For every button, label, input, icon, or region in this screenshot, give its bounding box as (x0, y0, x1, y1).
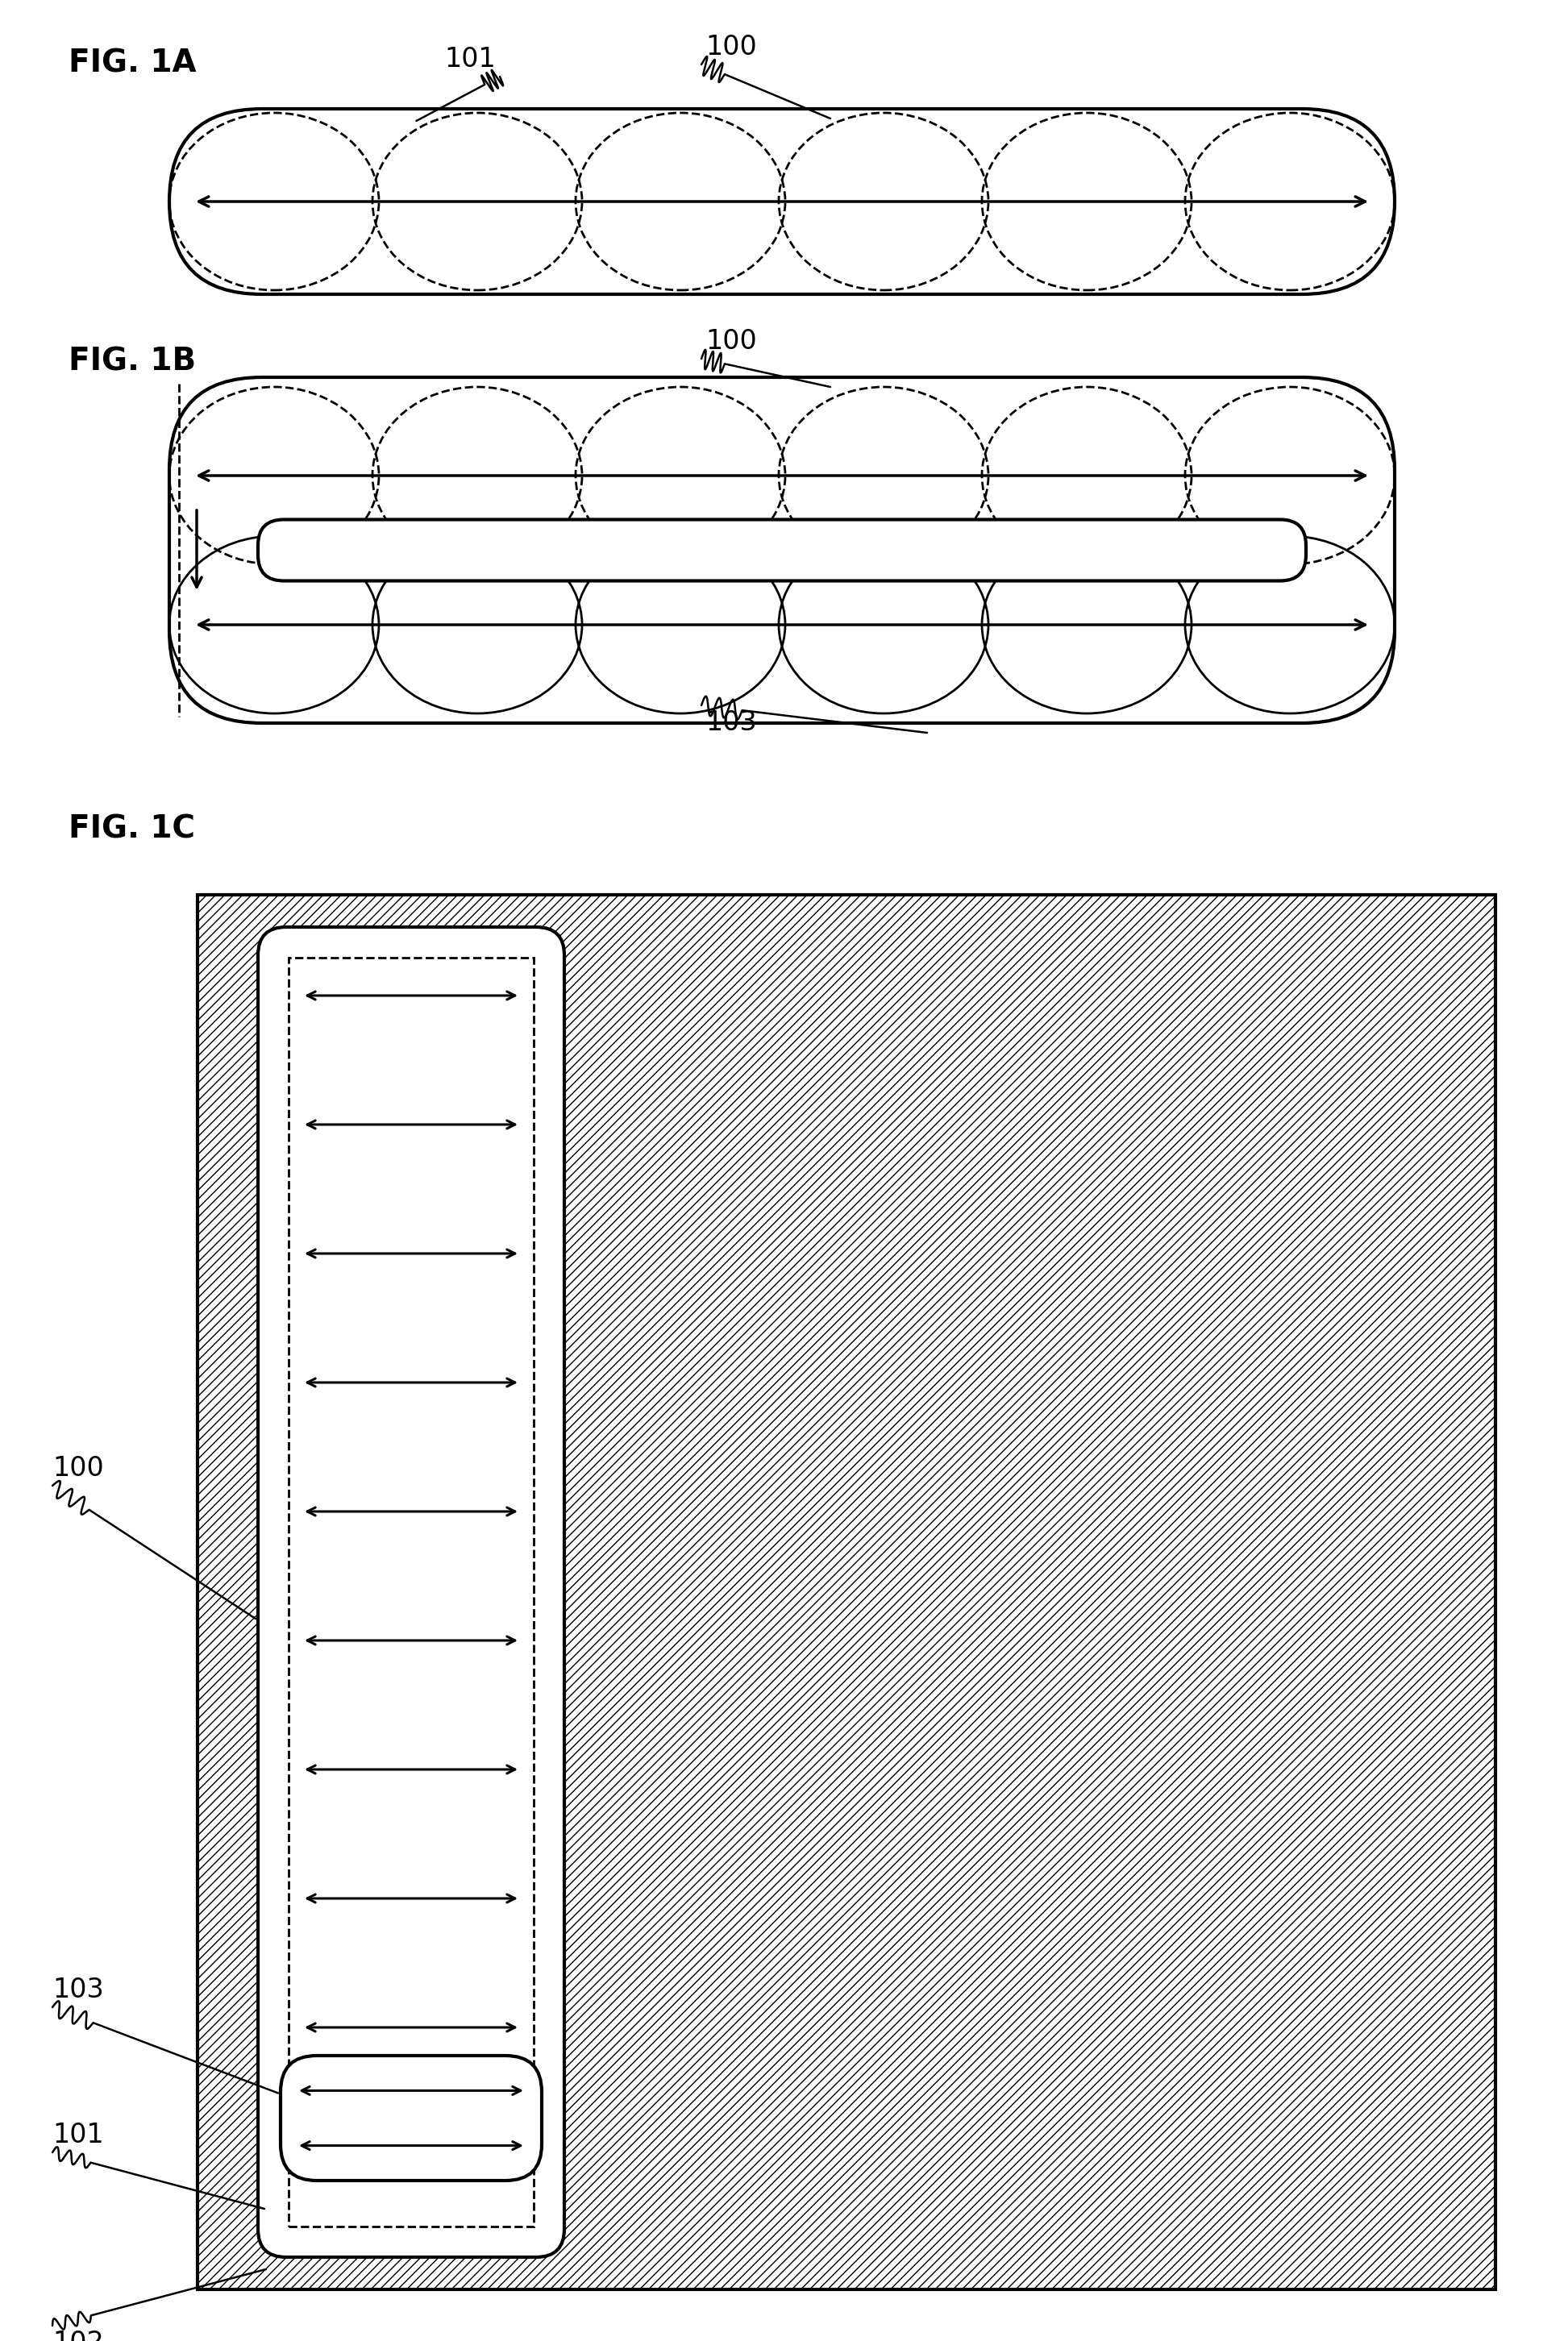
Bar (289, 957, 533, 2226)
Text: FIG. 1A: FIG. 1A (69, 49, 196, 80)
Text: 100: 100 (706, 33, 757, 61)
FancyBboxPatch shape (281, 2055, 543, 2179)
Text: 103: 103 (52, 1976, 103, 2004)
Text: 100: 100 (52, 1456, 103, 1482)
Text: 102: 102 (52, 2329, 103, 2341)
Text: 101: 101 (444, 47, 495, 73)
Bar (198, 894, 1496, 2289)
FancyBboxPatch shape (169, 108, 1394, 295)
FancyBboxPatch shape (259, 927, 564, 2257)
FancyBboxPatch shape (169, 377, 1394, 723)
Text: FIG. 1B: FIG. 1B (69, 346, 196, 377)
Text: 101: 101 (52, 2121, 103, 2149)
Text: 100: 100 (706, 328, 757, 356)
Text: 103: 103 (706, 709, 757, 735)
FancyBboxPatch shape (259, 520, 1306, 581)
Text: FIG. 1C: FIG. 1C (69, 815, 194, 845)
